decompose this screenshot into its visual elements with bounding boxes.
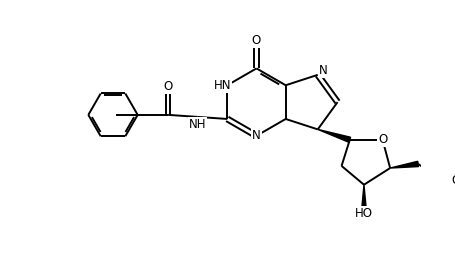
Text: N: N: [252, 129, 260, 142]
Text: O: O: [251, 34, 261, 47]
Text: HO: HO: [354, 207, 372, 220]
Text: OH: OH: [451, 174, 455, 187]
Polygon shape: [317, 129, 350, 142]
Polygon shape: [389, 161, 418, 168]
Text: O: O: [163, 80, 172, 93]
Text: HN: HN: [213, 79, 231, 92]
Text: O: O: [377, 133, 386, 146]
Polygon shape: [360, 185, 366, 214]
Text: NH: NH: [188, 118, 206, 131]
Text: N: N: [318, 64, 327, 77]
